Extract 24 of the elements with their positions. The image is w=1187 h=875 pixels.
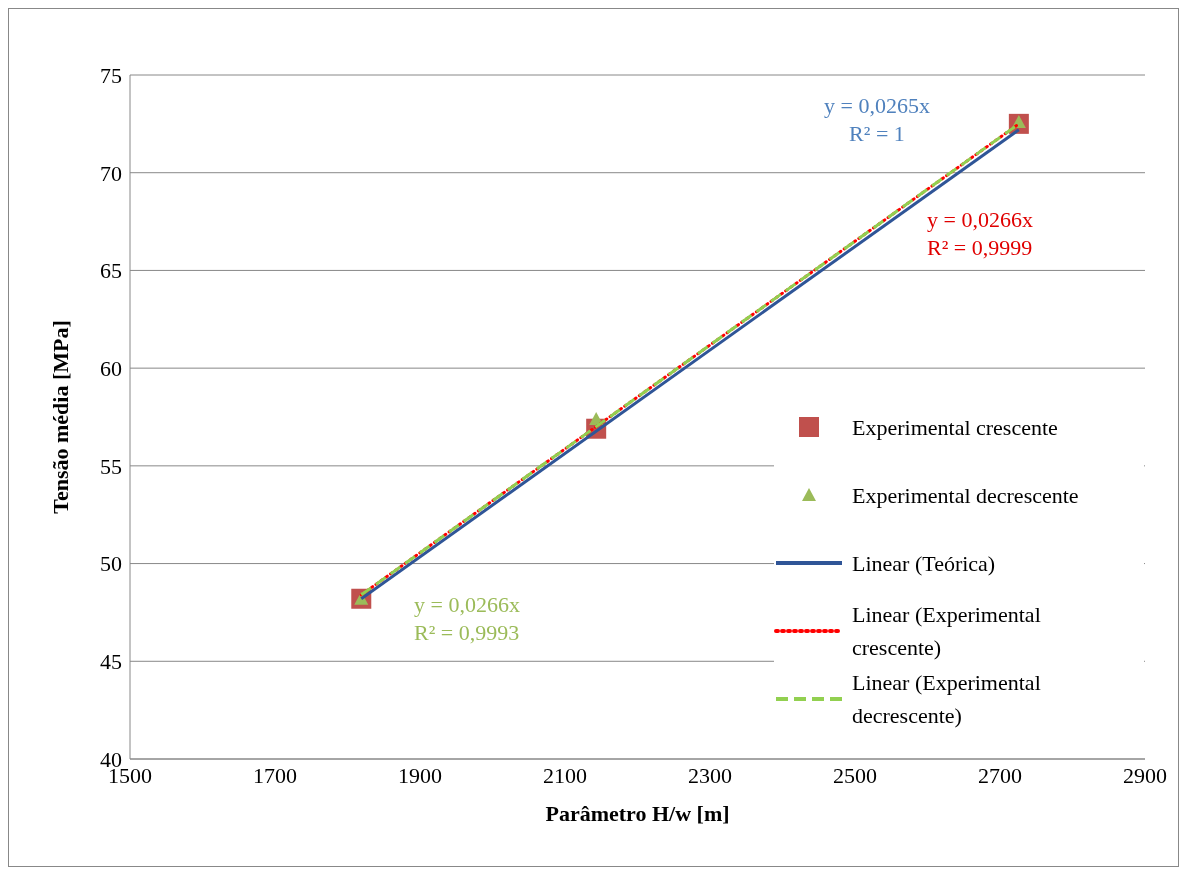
x-tick-label: 2100: [543, 762, 587, 788]
legend-label: Linear (Experimental crescente): [852, 601, 1042, 662]
annotation: y = 0,0266x R² = 0,9999: [927, 206, 1033, 262]
x-tick-label: 2900: [1123, 762, 1167, 788]
y-tick-label: 60: [100, 355, 122, 381]
y-tick-label: 55: [100, 453, 122, 479]
x-tick-label: 2700: [978, 762, 1022, 788]
x-axis-title: Parâmetro H/w [m]: [545, 801, 730, 826]
y-tick-label: 75: [100, 62, 122, 88]
y-axis-title: Tensão média [MPa]: [47, 320, 73, 514]
legend-label: Linear (Experimental decrescente): [852, 669, 1042, 730]
y-tick-label: 65: [100, 258, 122, 284]
y-tick-label: 45: [100, 649, 122, 675]
y-tick-label: 70: [100, 160, 122, 186]
legend-label: Linear (Teórica): [852, 549, 997, 578]
legend-label: Experimental crescente: [852, 413, 1059, 442]
x-tick-label: 1700: [253, 762, 297, 788]
x-tick-label: 1900: [398, 762, 442, 788]
annotation: y = 0,0266x R² = 0,9993: [414, 591, 520, 647]
annotation: y = 0,0265x R² = 1: [824, 92, 930, 148]
x-tick-label: 2300: [688, 762, 732, 788]
y-tick-label: 50: [100, 551, 122, 577]
legend-label: Experimental decrescente: [852, 481, 1080, 510]
x-tick-label: 2500: [833, 762, 877, 788]
